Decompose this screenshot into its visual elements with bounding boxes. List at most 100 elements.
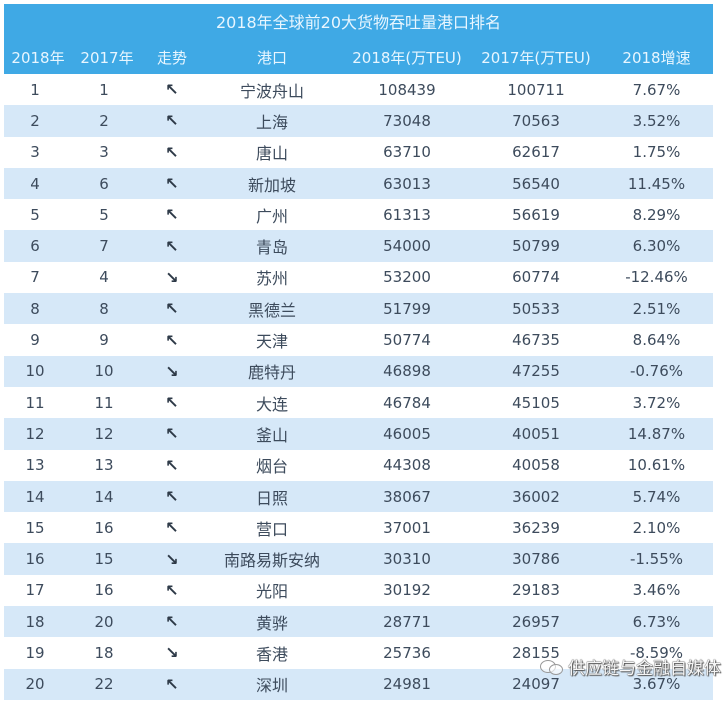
rank-2017-cell: 2 bbox=[99, 111, 109, 130]
volume-2018-cell: 54000 bbox=[383, 237, 431, 256]
col-header-trend: 走势 bbox=[156, 48, 187, 67]
rank-2018-cell: 17 bbox=[25, 581, 45, 600]
arrow-up-left-icon: ↖ bbox=[165, 580, 179, 600]
table-row: 9 9 ↖ 天津 50774 46735 8.64% bbox=[4, 324, 713, 355]
growth-cell: 3.46% bbox=[632, 581, 681, 600]
volume-2017-cell: 50799 bbox=[512, 237, 560, 256]
rank-2017-cell: 14 bbox=[94, 487, 114, 506]
col-header-growth-2018: 2018增速 bbox=[622, 48, 691, 67]
port-name-cell: 鹿特丹 bbox=[247, 363, 296, 383]
arrow-up-left-icon: ↖ bbox=[165, 205, 179, 225]
growth-cell: 10.61% bbox=[627, 456, 686, 475]
port-name-cell: 日照 bbox=[255, 488, 288, 508]
arrow-up-left-icon: ↖ bbox=[165, 487, 179, 506]
rank-2018-cell: 10 bbox=[25, 362, 45, 381]
table-row: 16 15 ↘ 南路易斯安纳 30310 30786 -1.55% bbox=[4, 543, 713, 575]
volume-2018-cell: 108439 bbox=[378, 80, 436, 99]
port-name-cell: 黑德兰 bbox=[247, 300, 296, 320]
table-row: 17 16 ↖ 光阳 30192 29183 3.46% bbox=[4, 575, 713, 606]
port-name-cell: 南路易斯安纳 bbox=[223, 551, 320, 571]
arrow-up-left-icon: ↖ bbox=[165, 424, 179, 444]
table-row: 6 7 ↖ 青岛 54000 50799 6.30% bbox=[4, 230, 713, 262]
watermark: 供应链与金融自媒体 bbox=[540, 654, 721, 679]
volume-2017-cell: 36239 bbox=[512, 518, 560, 537]
arrow-down-right-icon: ↘ bbox=[165, 643, 179, 663]
growth-cell: 8.64% bbox=[632, 331, 681, 350]
rank-2017-cell: 6 bbox=[99, 174, 109, 193]
table-row: 20 22 ↖ 深圳 24981 24097 3.67% bbox=[4, 668, 713, 700]
port-name-cell: 青岛 bbox=[255, 238, 288, 258]
arrow-up-left-icon: ↖ bbox=[165, 142, 179, 162]
volume-2018-cell: 25736 bbox=[383, 643, 431, 662]
port-name-cell: 新加坡 bbox=[247, 175, 296, 195]
col-header-port: 港口 bbox=[256, 48, 287, 67]
arrow-up-left-icon: ↖ bbox=[165, 236, 179, 256]
table-row: 18 20 ↖ 黄骅 28771 26957 6.73% bbox=[4, 606, 713, 638]
volume-2017-cell: 40051 bbox=[512, 424, 560, 443]
table-title: 2018年全球前20大货物吞吐量港口排名 bbox=[215, 13, 502, 32]
volume-2018-cell: 38067 bbox=[383, 487, 431, 506]
volume-2017-cell: 62617 bbox=[512, 143, 560, 162]
growth-cell: 2.10% bbox=[632, 518, 681, 537]
rank-2018-cell: 4 bbox=[30, 174, 40, 193]
arrow-up-left-icon: ↖ bbox=[165, 674, 179, 694]
rank-2017-cell: 16 bbox=[94, 581, 114, 600]
arrow-down-right-icon: ↘ bbox=[165, 267, 179, 287]
volume-2017-cell: 46735 bbox=[512, 331, 560, 350]
volume-2017-cell: 56540 bbox=[512, 174, 560, 193]
volume-2017-cell: 29183 bbox=[512, 581, 560, 600]
rank-2017-cell: 4 bbox=[99, 268, 109, 287]
volume-2018-cell: 63013 bbox=[383, 174, 431, 193]
rank-2017-cell: 13 bbox=[94, 456, 114, 475]
volume-2017-cell: 36002 bbox=[512, 487, 560, 506]
table-row: 13 13 ↖ 烟台 44308 40058 10.61% bbox=[4, 450, 713, 481]
volume-2018-cell: 46005 bbox=[383, 424, 431, 443]
volume-2018-cell: 44308 bbox=[383, 456, 431, 475]
growth-cell: 11.45% bbox=[627, 174, 686, 193]
rank-2017-cell: 18 bbox=[94, 643, 114, 662]
arrow-down-right-icon: ↘ bbox=[165, 549, 179, 569]
volume-2018-cell: 30310 bbox=[383, 550, 431, 569]
rank-2018-cell: 14 bbox=[25, 487, 45, 506]
arrow-up-left-icon: ↖ bbox=[165, 174, 179, 194]
rank-2017-cell: 1 bbox=[99, 80, 109, 99]
volume-2017-cell: 24097 bbox=[512, 675, 560, 694]
growth-cell: 3.52% bbox=[632, 111, 681, 130]
volume-2018-cell: 24981 bbox=[383, 675, 431, 694]
arrow-up-left-icon: ↖ bbox=[165, 299, 179, 319]
volume-2018-cell: 50774 bbox=[383, 331, 431, 350]
rank-2018-cell: 13 bbox=[25, 456, 45, 475]
table-row: 15 16 ↖ 营口 37001 36239 2.10% bbox=[4, 512, 713, 543]
table-row: 5 5 ↖ 广州 61313 56619 8.29% bbox=[4, 199, 713, 230]
arrow-up-left-icon: ↖ bbox=[165, 455, 179, 475]
volume-2018-cell: 30192 bbox=[383, 581, 431, 600]
volume-2017-cell: 28155 bbox=[512, 643, 560, 662]
col-header-volume-2017: 2017年(万TEU) bbox=[481, 48, 591, 67]
rank-2017-cell: 12 bbox=[94, 424, 114, 443]
volume-2017-cell: 100711 bbox=[507, 80, 565, 99]
volume-2017-cell: 50533 bbox=[512, 299, 560, 318]
table-row: 4 6 ↖ 新加坡 63013 56540 11.45% bbox=[4, 167, 713, 200]
port-name-cell: 深圳 bbox=[255, 676, 288, 696]
rank-2018-cell: 3 bbox=[30, 143, 40, 162]
col-header-volume-2018: 2018年(万TEU) bbox=[352, 48, 462, 67]
rank-2017-cell: 7 bbox=[99, 237, 109, 256]
growth-cell: 14.87% bbox=[627, 424, 686, 443]
rank-2017-cell: 3 bbox=[99, 143, 109, 162]
volume-2018-cell: 28771 bbox=[383, 612, 431, 631]
arrow-up-left-icon: ↖ bbox=[165, 80, 179, 100]
wechat-icon bbox=[540, 658, 564, 676]
port-name-cell: 苏州 bbox=[255, 269, 288, 289]
table-row: 10 10 ↘ 鹿特丹 46898 47255 -0.76% bbox=[4, 355, 713, 387]
volume-2017-cell: 26957 bbox=[512, 612, 560, 631]
volume-2018-cell: 46898 bbox=[383, 362, 431, 381]
table-row: 11 11 ↖ 大连 46784 45105 3.72% bbox=[4, 387, 713, 418]
rank-2018-cell: 5 bbox=[30, 205, 40, 224]
rank-2017-cell: 11 bbox=[94, 393, 114, 412]
growth-cell: 2.51% bbox=[632, 299, 681, 318]
column-headers: 2018年 2017年 走势 港口 2018年(万TEU) 2017年(万TEU… bbox=[4, 40, 713, 74]
rank-2017-cell: 20 bbox=[94, 612, 114, 631]
port-name-cell: 光阳 bbox=[255, 582, 288, 602]
volume-2018-cell: 37001 bbox=[383, 518, 431, 537]
volume-2017-cell: 40058 bbox=[512, 456, 560, 475]
